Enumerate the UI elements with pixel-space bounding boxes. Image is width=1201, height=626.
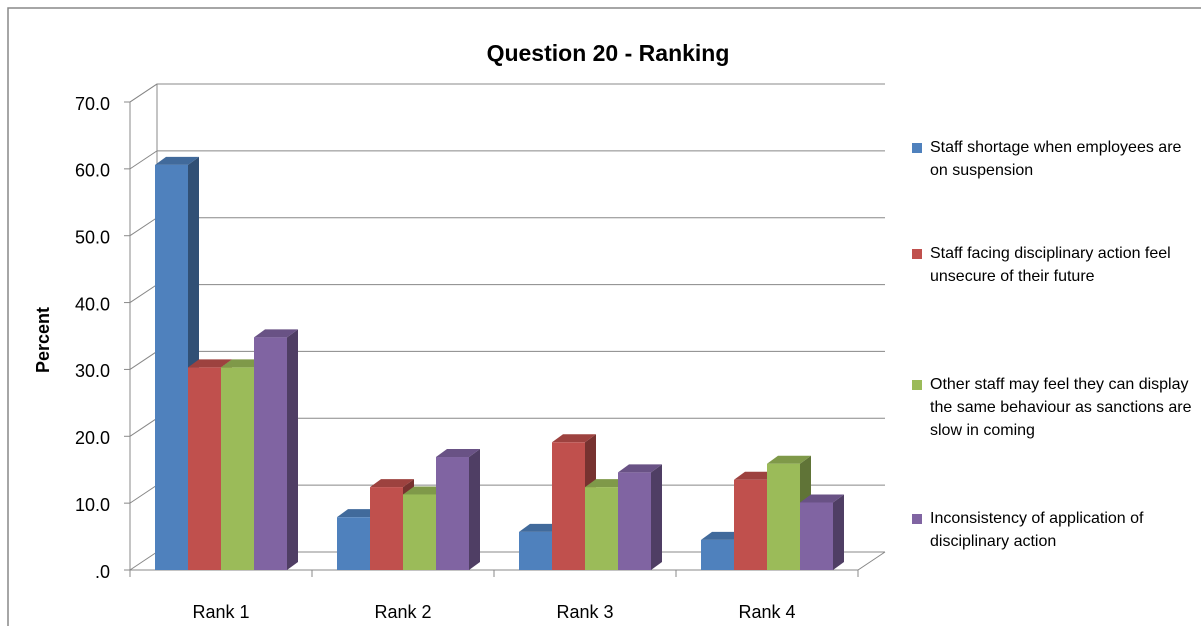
bar-side: [833, 494, 844, 570]
legend-item: Staff facing disciplinary action feel un…: [912, 242, 1197, 288]
legend-swatch: [912, 249, 922, 259]
bar: [585, 487, 618, 570]
y-axis-label: Percent: [33, 307, 53, 373]
legend-swatch: [912, 514, 922, 524]
bar: [188, 367, 221, 570]
grid-line: [129, 150, 885, 170]
bar-top: [800, 494, 844, 503]
bar: [155, 164, 188, 571]
grid-line: [129, 284, 885, 303]
bar: [436, 457, 469, 570]
y-tick-label: 20.0: [75, 428, 110, 448]
legend-label: Staff facing disciplinary action feel un…: [930, 245, 1171, 285]
bar: [800, 502, 833, 570]
bar: [370, 487, 403, 570]
grid-line: [129, 83, 885, 103]
y-tick-label: 10.0: [75, 495, 110, 515]
bar-top: [436, 449, 480, 458]
bar-side: [469, 449, 480, 570]
legend-item: Staff shortage when employees are on sus…: [912, 136, 1197, 182]
x-tick-label: Rank 4: [738, 602, 795, 622]
x-tick-label: Rank 1: [192, 602, 249, 622]
bar-top: [618, 464, 662, 473]
y-tick-label: .0: [95, 562, 110, 582]
chart-frame: [7, 7, 1201, 626]
bar-top: [552, 434, 596, 443]
bar: [618, 472, 651, 570]
bar: [337, 517, 370, 570]
bar: [403, 494, 436, 570]
bar-top: [254, 329, 298, 338]
x-tick-label: Rank 2: [374, 602, 431, 622]
y-tick-label: 40.0: [75, 294, 110, 314]
x-tick-label: Rank 3: [556, 602, 613, 622]
bar: [767, 463, 800, 570]
legend-swatch: [912, 380, 922, 390]
legend-item: Inconsistency of application of discipli…: [912, 507, 1197, 553]
legend-item: Other staff may feel they can display th…: [912, 373, 1197, 442]
chart-title: Question 20 - Ranking: [487, 40, 730, 66]
bar: [221, 367, 254, 570]
y-tick-label: 50.0: [75, 227, 110, 247]
bar: [254, 337, 287, 570]
legend-label: Inconsistency of application of discipli…: [930, 510, 1144, 550]
bar-side: [287, 329, 298, 570]
legend-swatch: [912, 143, 922, 153]
legend-label: Other staff may feel they can display th…: [930, 376, 1192, 439]
grid-line: [129, 217, 885, 237]
bar-top: [188, 359, 232, 368]
y-tick-label: 60.0: [75, 161, 110, 181]
bar-side: [651, 464, 662, 570]
bar: [734, 479, 767, 570]
bar-top: [767, 455, 811, 464]
bar-top: [155, 156, 199, 165]
y-tick-label: 70.0: [75, 94, 110, 114]
legend-label: Staff shortage when employees are on sus…: [930, 139, 1182, 179]
bar: [701, 539, 734, 570]
bar: [519, 531, 552, 570]
bar-top: [370, 479, 414, 488]
bar: [552, 442, 585, 570]
y-tick-label: 30.0: [75, 361, 110, 381]
